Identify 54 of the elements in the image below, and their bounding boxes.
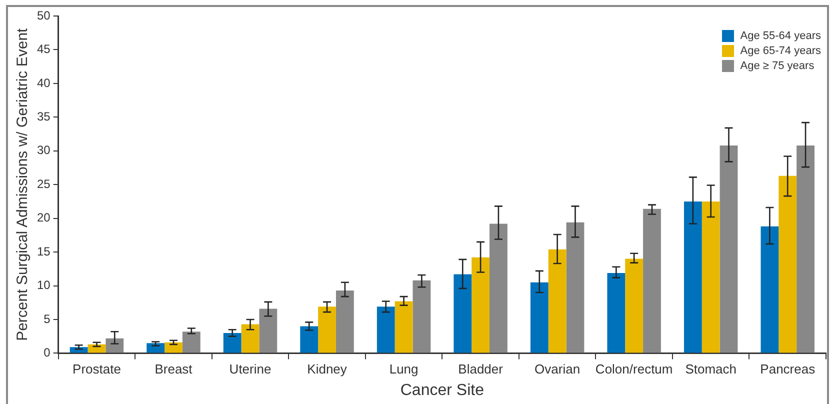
- bar: [259, 308, 278, 353]
- y-tick-label: 45: [36, 42, 51, 56]
- bar: [223, 332, 242, 353]
- bar: [472, 257, 490, 353]
- bar: [607, 272, 626, 353]
- bar: [760, 226, 779, 353]
- x-tick-label: Stomach: [685, 362, 737, 377]
- y-tick-label: 25: [36, 176, 51, 191]
- bar: [394, 301, 413, 353]
- bar: [182, 332, 200, 353]
- y-tick-label: 50: [36, 8, 51, 22]
- x-tick-label: Bladder: [458, 362, 504, 377]
- bar: [778, 176, 797, 353]
- bar: [625, 258, 644, 353]
- y-tick-label: 10: [36, 278, 51, 292]
- x-tick-label: Uterine: [229, 362, 272, 377]
- y-axis-title: Percent Surgical Admissions w/ Geriatric Event: [14, 27, 32, 341]
- x-axis-title: Cancer Site: [400, 382, 484, 399]
- bar: [720, 145, 738, 353]
- legend-label: Age 55-64 years: [740, 30, 821, 42]
- bar: [336, 290, 354, 353]
- bar: [318, 306, 336, 353]
- bar: [164, 342, 182, 353]
- y-tick-label: 40: [36, 76, 51, 90]
- bar: [241, 324, 260, 353]
- legend-label: Age ≥ 75 years: [740, 60, 814, 72]
- bar: [454, 274, 472, 353]
- x-tick-label: Ovarian: [534, 362, 580, 377]
- bar: [300, 326, 318, 353]
- bar: [376, 306, 395, 353]
- x-tick-label: Prostate: [72, 362, 121, 377]
- y-tick-label: 30: [36, 143, 51, 158]
- bar: [106, 338, 124, 353]
- bar: [684, 201, 702, 353]
- bar: [566, 222, 584, 353]
- bar: [548, 249, 566, 353]
- x-tick-label: Kidney: [307, 362, 348, 377]
- x-tick-label: Breast: [154, 362, 193, 377]
- y-tick-label: 0: [44, 346, 51, 360]
- bar: [412, 280, 431, 353]
- y-tick-label: 5: [44, 312, 51, 326]
- x-tick-label: Pancreas: [760, 362, 816, 377]
- y-tick-label: 20: [36, 210, 51, 225]
- bar: [702, 201, 720, 353]
- legend-label: Age 65-74 years: [740, 45, 821, 57]
- x-tick-label: Colon/rectum: [595, 362, 673, 377]
- y-tick-label: 35: [36, 109, 51, 124]
- y-tick-label: 15: [36, 244, 51, 258]
- bar: [146, 343, 165, 353]
- bar: [490, 224, 508, 353]
- x-tick-label: Lung: [389, 362, 418, 377]
- bar: [643, 208, 661, 353]
- bar: [796, 145, 814, 353]
- bar: [530, 282, 548, 353]
